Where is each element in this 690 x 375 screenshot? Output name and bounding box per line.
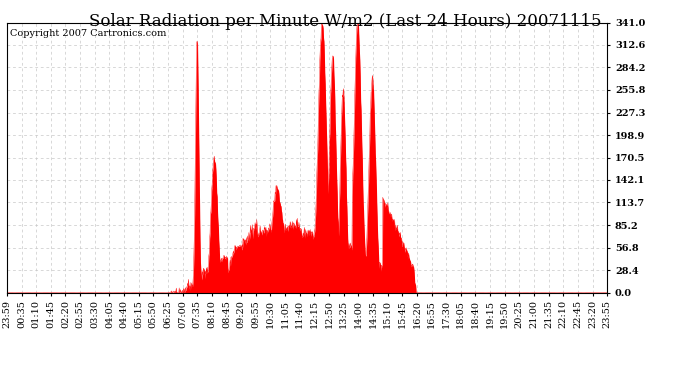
Text: Copyright 2007 Cartronics.com: Copyright 2007 Cartronics.com	[10, 29, 166, 38]
Text: Solar Radiation per Minute W/m2 (Last 24 Hours) 20071115: Solar Radiation per Minute W/m2 (Last 24…	[89, 13, 601, 30]
